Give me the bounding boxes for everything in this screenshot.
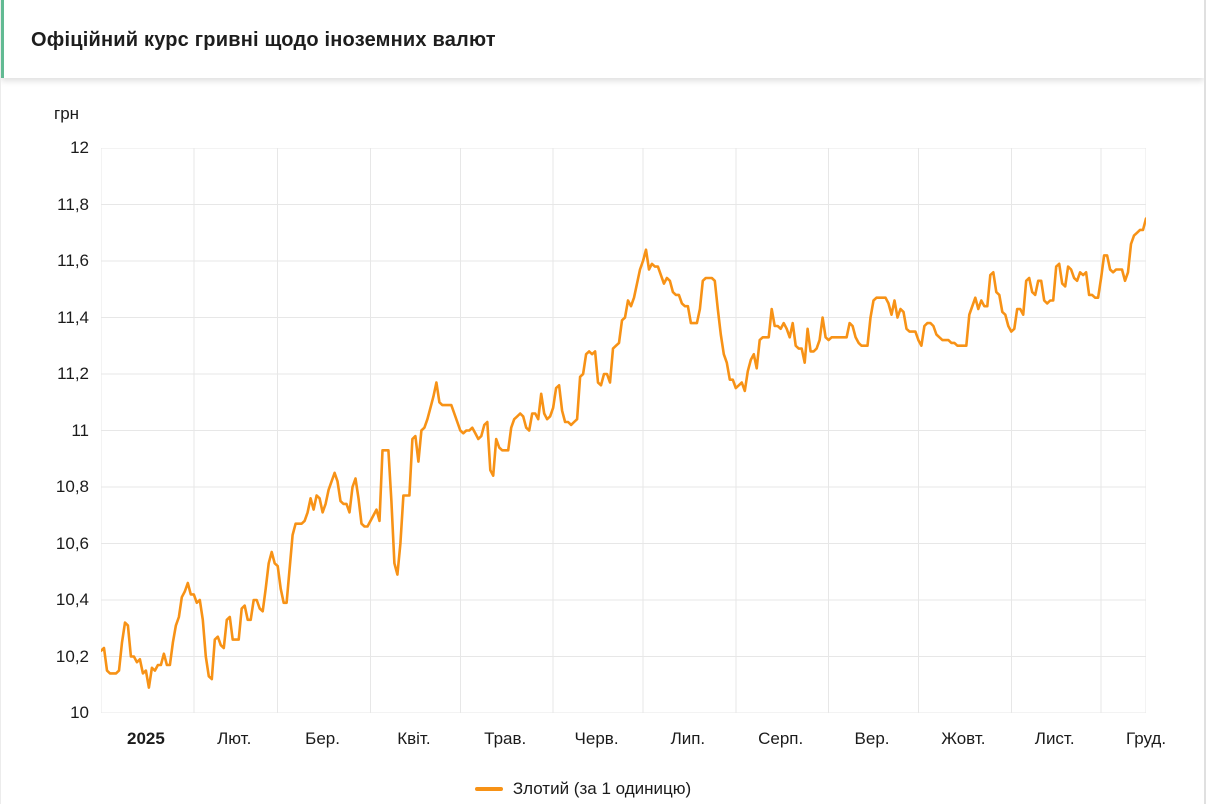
y-tick-label: 11,8 <box>57 194 89 214</box>
y-tick-label: 10,2 <box>55 646 89 666</box>
x-month-label: Лют. <box>217 729 252 748</box>
x-month-label: Груд. <box>1125 729 1167 748</box>
y-axis-unit-label: грн <box>54 104 80 123</box>
x-month-label: Квіт. <box>397 729 431 748</box>
x-month-label: Жовт. <box>941 729 986 748</box>
x-month-label: Лист. <box>1034 729 1075 748</box>
legend[interactable]: Злотий (за 1 одиницю) <box>1 776 1165 802</box>
x-month-label: Вер. <box>854 729 890 748</box>
y-tick-label: 10,8 <box>55 477 89 496</box>
y-tick-label: 11,6 <box>57 251 89 270</box>
y-tick-label: 12 <box>70 138 89 157</box>
zloty-rate-line <box>101 217 1146 689</box>
x-month-label: Черв. <box>574 729 619 748</box>
plot-area[interactable] <box>101 148 1146 713</box>
y-tick-label: 11 <box>71 420 89 440</box>
y-tick-label: 10,4 <box>55 590 89 609</box>
y-tick-label: 11,2 <box>57 364 89 383</box>
x-month-label: Лип. <box>670 729 706 748</box>
x-month-label: Трав. <box>484 729 527 748</box>
y-tick-label: 10,6 <box>55 533 89 553</box>
header-accent-bar <box>1 0 4 78</box>
x-month-label: 2025 <box>126 729 165 748</box>
y-tick-label: 11,4 <box>57 307 89 327</box>
legend-label: Злотий (за 1 одиницю) <box>512 779 692 798</box>
y-tick-label: 10 <box>70 703 89 722</box>
header-card: Офіційний курс гривні щодо іноземних вал… <box>1 0 1204 78</box>
legend-line-swatch <box>474 787 503 791</box>
x-month-label: Бер. <box>305 729 340 748</box>
x-month-label: Серп. <box>758 729 804 748</box>
page-title: Офіційний курс гривні щодо іноземних вал… <box>31 29 496 51</box>
